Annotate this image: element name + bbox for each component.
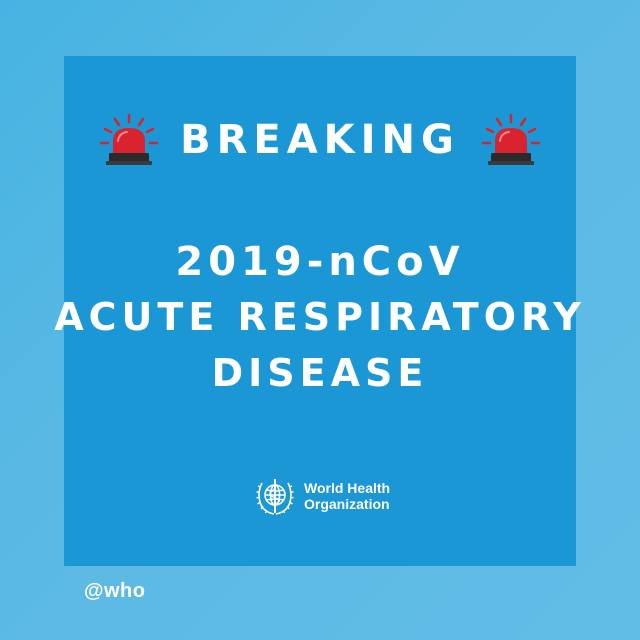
siren-icon	[99, 113, 159, 165]
siren-icon	[481, 113, 541, 165]
who-wordmark-line-1: World Health	[304, 480, 391, 496]
post-card	[64, 56, 576, 566]
author-handle[interactable]: @who	[84, 580, 146, 602]
who-emblem-icon	[256, 479, 294, 515]
headline-line-3: DISEASE	[211, 351, 429, 395]
who-wordmark: World Health Organization	[304, 480, 390, 512]
breaking-label: BREAKING	[180, 117, 460, 163]
headline-line-2: ACUTE RESPIRATORY	[54, 295, 586, 339]
breaking-row: BREAKING	[0, 108, 640, 172]
headline-line-1: 2019-nCoV	[175, 239, 465, 285]
who-logo: World Health Organization	[252, 472, 392, 520]
who-wordmark-line-2: Organization	[304, 496, 390, 512]
